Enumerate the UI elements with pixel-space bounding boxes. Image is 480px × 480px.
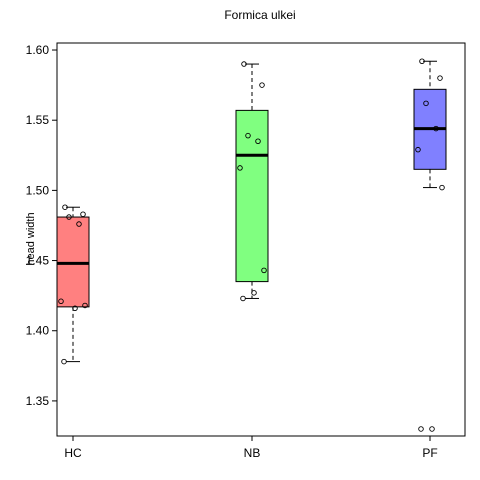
data-point: [80, 211, 86, 217]
y-tick-label: 1.55: [26, 113, 50, 127]
y-tick-label: 1.50: [26, 183, 50, 197]
data-point: [437, 75, 443, 81]
data-point: [415, 146, 421, 153]
box-iqr: [235, 109, 269, 283]
data-point: [62, 204, 68, 210]
x-axis: HC NB PF: [64, 436, 438, 460]
data-point: [419, 58, 425, 64]
data-point: [237, 165, 243, 171]
y-tick-label: 1.35: [26, 394, 50, 408]
y-tick-label: 1.60: [26, 43, 50, 57]
data-point: [82, 302, 88, 309]
data-point: [259, 82, 265, 88]
data-point: [429, 426, 435, 432]
data-point: [433, 125, 439, 132]
data-point: [66, 214, 72, 220]
data-point: [245, 132, 251, 139]
data-point: [255, 138, 261, 144]
boxplot-series: [56, 58, 447, 432]
data-point: [261, 267, 267, 274]
x-tick-label: PF: [422, 446, 437, 460]
x-tick-label: HC: [64, 446, 82, 460]
y-axis-label: head width: [25, 212, 37, 265]
data-point: [251, 290, 257, 296]
data-point: [76, 221, 82, 227]
box-hc: [56, 204, 90, 365]
data-point: [241, 61, 247, 67]
data-point: [58, 298, 64, 305]
data-point: [72, 305, 78, 312]
data-point: [418, 426, 424, 432]
y-axis: 1.35 1.40 1.45 1.50 1.55 1.60: [26, 43, 57, 408]
box-pf: [413, 58, 447, 432]
x-tick-label: NB: [244, 446, 261, 460]
y-tick-label: 1.45: [26, 254, 50, 268]
data-point: [439, 184, 445, 191]
box-nb: [235, 61, 269, 302]
data-point: [423, 100, 429, 107]
y-tick-label: 1.40: [26, 324, 50, 338]
data-point: [61, 358, 67, 365]
data-point: [240, 295, 246, 302]
chart-title: Formica ulkei: [224, 8, 295, 22]
